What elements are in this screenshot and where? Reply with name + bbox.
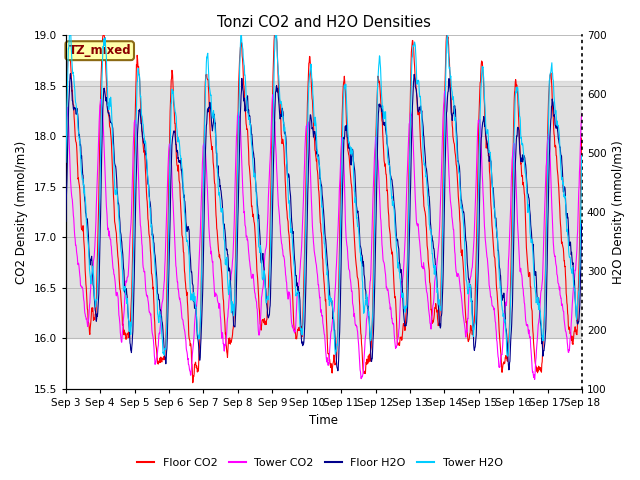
Bar	[66, 81, 582, 338]
Text: TZ_mixed: TZ_mixed	[68, 44, 131, 57]
Legend: Floor CO2, Tower CO2, Floor H2O, Tower H2O: Floor CO2, Tower CO2, Floor H2O, Tower H…	[133, 453, 507, 472]
Y-axis label: H2O Density (mmol/m3): H2O Density (mmol/m3)	[612, 140, 625, 284]
Y-axis label: CO2 Density (mmol/m3): CO2 Density (mmol/m3)	[15, 141, 28, 284]
Title: Tonzi CO2 and H2O Densities: Tonzi CO2 and H2O Densities	[217, 15, 431, 30]
X-axis label: Time: Time	[309, 414, 339, 427]
